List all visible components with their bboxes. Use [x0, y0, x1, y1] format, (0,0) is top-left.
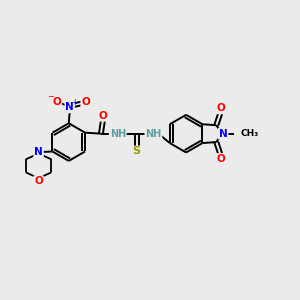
Text: O: O [98, 111, 107, 121]
Text: N: N [34, 148, 43, 158]
Text: CH₃: CH₃ [240, 129, 258, 138]
Text: O: O [217, 154, 226, 164]
Text: +: + [71, 98, 78, 107]
Text: O: O [52, 98, 61, 107]
Text: −: − [47, 92, 54, 101]
Text: O: O [217, 103, 226, 113]
Text: NH: NH [145, 129, 161, 139]
Text: N: N [219, 129, 228, 139]
Text: N: N [65, 102, 74, 112]
Text: S: S [133, 146, 141, 157]
Text: O: O [34, 176, 43, 186]
Text: O: O [81, 98, 90, 107]
Text: NH: NH [110, 129, 126, 139]
